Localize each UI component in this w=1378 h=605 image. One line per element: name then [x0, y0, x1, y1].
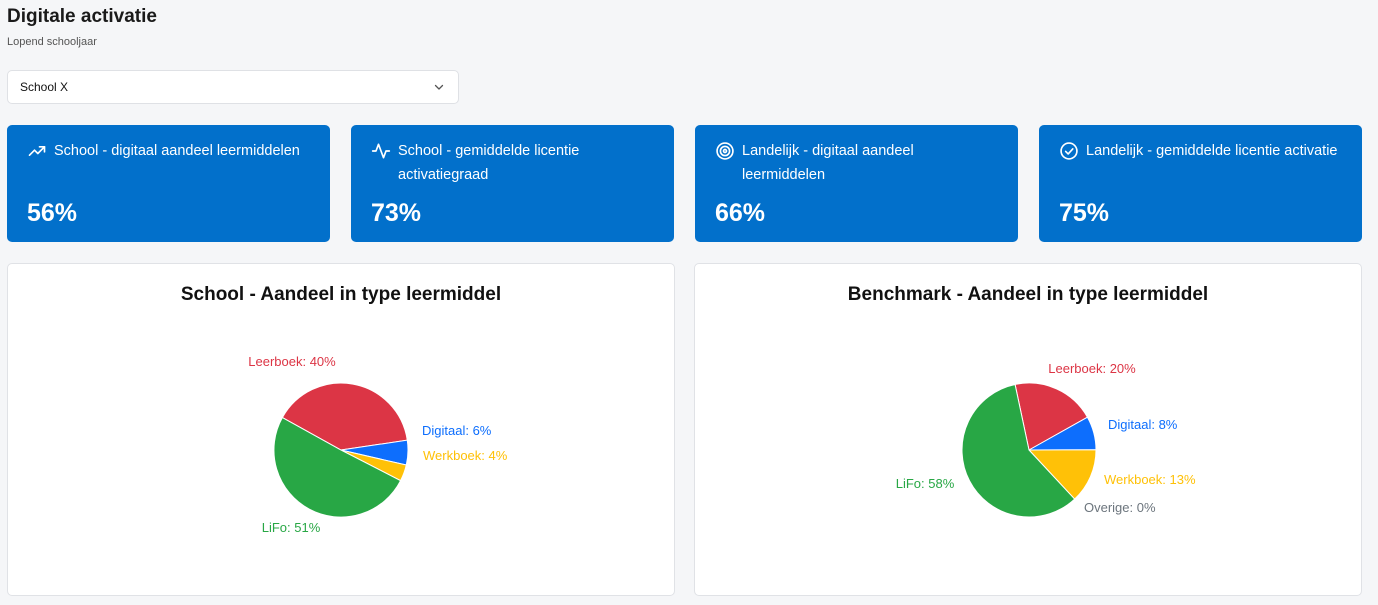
school-select[interactable]: School X	[7, 70, 459, 104]
chevron-down-icon	[432, 80, 446, 94]
benchmark-pie-chart: Leerboek: 20% Digitaal: 8% Werkboek: 13% Ov…	[896, 361, 1196, 518]
school-pie-card: School - Aandeel in type leermiddel Leer…	[7, 263, 675, 596]
kpi-value: 56%	[27, 199, 78, 227]
chart-title: Benchmark - Aandeel in type leermiddel	[847, 284, 1209, 305]
target-icon	[715, 141, 735, 161]
kpi-value: 75%	[1059, 199, 1110, 227]
pie-slice-leerboek[interactable]	[1014, 382, 1089, 451]
benchmark-pie-card: Benchmark - Aandeel in type leermiddel L…	[694, 263, 1362, 596]
pie-label-digitaal: Digitaal: 6%	[422, 423, 492, 438]
pie-slice-leerboek[interactable]	[281, 382, 408, 451]
kpi-label: School - digitaal aandeel leermiddelen	[54, 143, 300, 159]
kpi-label: School - gemiddelde licentie activatiegr…	[398, 143, 580, 183]
check-circle-icon	[1059, 141, 1079, 161]
pie-label-werkboek: Werkboek: 4%	[423, 448, 508, 463]
kpi-card-school-digital-share: School - digitaal aandeel leermiddelen 5…	[7, 125, 330, 242]
pie-label-overige: Overige: 0%	[1084, 500, 1156, 515]
kpi-card-national-digital-share: Landelijk - digitaal aandeel leermiddele…	[695, 125, 1018, 242]
kpi-label: Landelijk - digitaal aandeel leermiddele…	[742, 143, 914, 183]
pie-label-lifo: LiFo: 58%	[896, 476, 955, 491]
kpi-card-school-activation: School - gemiddelde licentie activatiegr…	[351, 125, 674, 242]
kpi-card-national-activation: Landelijk - gemiddelde licentie activati…	[1039, 125, 1362, 242]
pie-slice-lifo[interactable]	[961, 383, 1076, 518]
pie-label-lifo: LiFo: 51%	[262, 520, 321, 535]
pie-slice-werkboek[interactable]	[1027, 449, 1097, 500]
pie-label-digitaal: Digitaal: 8%	[1108, 417, 1178, 432]
school-pie-chart: Leerboek: 40% Digitaal: 6% Werkboek: 4% LiF…	[248, 354, 508, 535]
kpi-value: 73%	[371, 199, 422, 227]
school-select-value: School X	[20, 80, 69, 94]
pie-label-werkboek: Werkboek: 13%	[1104, 472, 1196, 487]
chart-title: School - Aandeel in type leermiddel	[180, 284, 502, 305]
kpi-label: Landelijk - gemiddelde licentie activati…	[1086, 143, 1338, 159]
page-subtitle: Lopend schooljaar	[7, 36, 97, 48]
pie-slice-lifo[interactable]	[273, 416, 402, 518]
trending-up-icon	[27, 141, 47, 161]
page-title: Digitale activatie	[7, 6, 157, 27]
kpi-value: 66%	[715, 199, 766, 227]
pie-label-leerboek: Leerboek: 40%	[248, 354, 336, 369]
activity-icon	[371, 141, 391, 161]
pie-label-leerboek: Leerboek: 20%	[1048, 361, 1136, 376]
